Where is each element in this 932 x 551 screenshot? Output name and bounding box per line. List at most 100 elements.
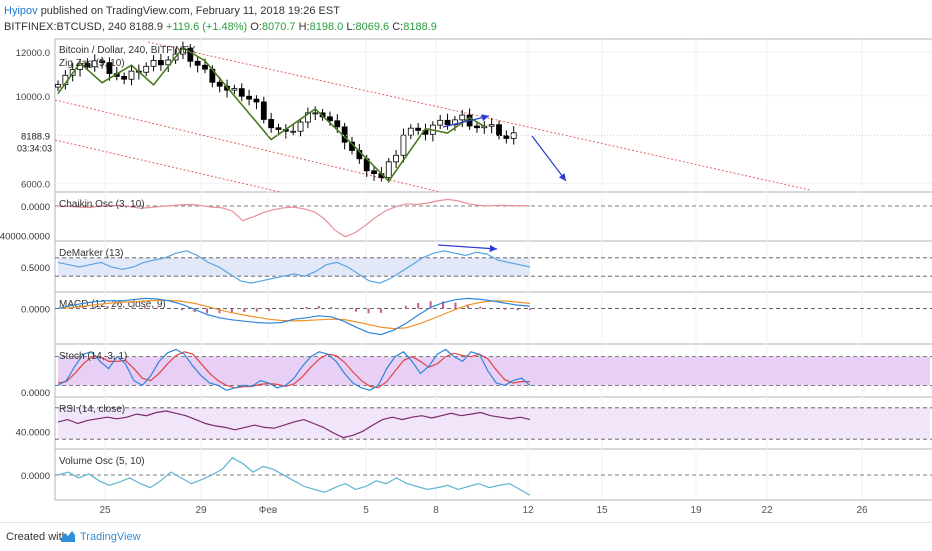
stoch-tick-0: 0.0000 <box>21 388 50 399</box>
candle-body <box>297 121 304 132</box>
candle-body <box>400 134 407 156</box>
tradingview-brand[interactable]: TradingView <box>80 531 141 543</box>
candle-body <box>260 101 267 120</box>
pane-title-4: Stoch (14, 3, 1) <box>59 351 127 362</box>
candle-body <box>304 112 311 123</box>
price-tick-0: 6000.0 <box>21 179 50 190</box>
author-link[interactable]: Hyipov <box>4 5 38 17</box>
candle-body <box>474 125 480 129</box>
chaikin-tick-0: 0.0000 <box>21 202 50 213</box>
price-value: 8188.9 <box>129 21 163 33</box>
candle-body <box>143 65 150 73</box>
channel-line-2 <box>54 139 281 193</box>
candle-body <box>290 130 297 133</box>
candle-body <box>84 63 91 68</box>
candle-body <box>459 114 466 121</box>
candle-body <box>268 119 275 129</box>
x-tick-label-7: 19 <box>690 505 702 516</box>
pane-title-6: Volume Osc (5, 10) <box>59 456 145 467</box>
upper-trend-arrow <box>442 114 490 128</box>
high-label: H: <box>298 21 310 33</box>
pane-title-3: MACD (12, 26, close, 9) <box>59 299 166 310</box>
change-value: +119.6 (+1.48%) <box>166 21 248 33</box>
candle-body <box>194 60 201 66</box>
low-label: L: <box>346 21 356 33</box>
candle-body <box>437 119 444 126</box>
x-tick-label-5: 12 <box>522 505 534 516</box>
candle-body <box>503 135 510 139</box>
high-value: 8198.0 <box>309 21 344 33</box>
rsi-tick-0: 40.0000 <box>16 427 50 438</box>
candle-body <box>312 112 319 115</box>
volume-osc-line <box>57 457 531 496</box>
zigzag-overlay-label: Zig Zag (5, 10) <box>59 58 125 69</box>
low-value: 8069.6 <box>355 21 390 33</box>
symbol-label[interactable]: BITFINEX:BTCUSD, 240 <box>4 21 127 33</box>
macd-signal-line <box>57 299 531 330</box>
chart-canvas[interactable]: 25 29 Фев 5 8 12 15 19 22 26 6000.0 10000.0 12000.0 8… <box>0 0 932 522</box>
candle-body <box>371 170 377 175</box>
created-with-label: Created with <box>6 531 68 543</box>
channel-line-0 <box>147 41 811 191</box>
demarker-tick-0: 0.5000 <box>21 263 50 274</box>
candle-body <box>157 60 164 66</box>
volosc-tick-0: 0.0000 <box>21 471 50 482</box>
publish-info: published on TradingView.com, February 1… <box>40 5 340 17</box>
candle-body <box>407 127 414 136</box>
x-tick-label-0: 25 <box>99 505 111 516</box>
candle-body <box>496 124 502 137</box>
candle-body <box>128 70 135 80</box>
candle-body <box>327 116 333 122</box>
candle-body <box>246 95 253 100</box>
candle-body <box>444 119 451 126</box>
chaikin-line <box>57 198 531 238</box>
candle-body <box>55 84 61 88</box>
candle-body <box>393 154 400 163</box>
candle-body <box>238 88 245 97</box>
stoch-k-line <box>57 348 531 391</box>
chaikin-tick-1: -40000.0000 <box>0 231 50 242</box>
candle-body <box>121 75 128 80</box>
candle-body <box>275 127 282 130</box>
publish-line: Hyipov published on TradingView.com, Feb… <box>4 3 437 19</box>
x-tick-label-3: 5 <box>363 505 369 516</box>
zigzag-line <box>57 46 485 183</box>
candle-body <box>481 125 488 129</box>
x-tick-label-6: 15 <box>596 505 608 516</box>
candle-body <box>415 127 422 131</box>
candle-body <box>91 60 98 68</box>
candle-body <box>253 98 260 103</box>
candle-body <box>99 60 105 64</box>
macd-tick-0: 0.0000 <box>21 304 50 315</box>
open-value: 8070.7 <box>261 21 296 33</box>
demarker-line <box>57 250 531 284</box>
candle-body <box>150 60 157 67</box>
candle-body <box>231 88 238 91</box>
candle-body <box>488 124 495 127</box>
band-2 <box>58 257 530 277</box>
x-tick-label-8: 22 <box>761 505 773 516</box>
x-tick-label-9: 26 <box>856 505 868 516</box>
pane-title-2: DeMarker (13) <box>59 248 123 259</box>
candle-body <box>187 47 194 62</box>
candle-body <box>202 64 208 70</box>
open-label: O: <box>250 21 262 33</box>
close-label: C: <box>392 21 404 33</box>
pane-title-5: RSI (14, close) <box>59 404 125 415</box>
candle-body <box>385 161 392 178</box>
x-tick-label-4: 8 <box>433 505 439 516</box>
bar-countdown: 03:34:03 <box>17 143 52 153</box>
tradingview-logo-icon <box>61 531 75 542</box>
footer: Created with TradingView <box>0 522 932 551</box>
candle-body <box>216 81 223 87</box>
close-value: 8188.9 <box>403 21 437 33</box>
pane-title-1: Chaikin Osc (3, 10) <box>59 199 145 210</box>
down-projection-arrow <box>531 135 567 182</box>
band-5 <box>58 407 930 440</box>
x-tick-label-2: Фев <box>259 505 277 516</box>
macd-line <box>57 297 531 336</box>
main-series-title: Bitcoin / Dollar, 240, BITFINEX <box>59 45 196 56</box>
channel-line-1 <box>54 99 441 193</box>
x-tick-label-1: 29 <box>195 505 207 516</box>
candle-body <box>334 120 341 128</box>
